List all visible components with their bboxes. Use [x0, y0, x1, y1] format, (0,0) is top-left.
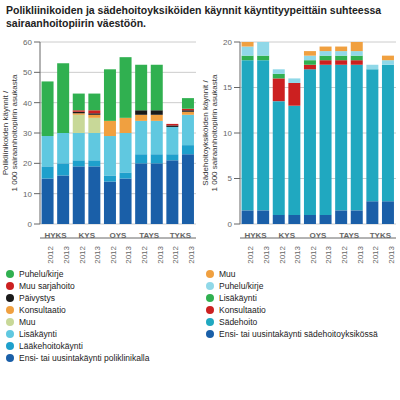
- html-text:Ensi- tai uusintakäynti sädeho: Ensi- tai uusintakäynti sädehoitoyksikös…: [219, 329, 378, 339]
- svg-text:2012: 2012: [309, 245, 318, 263]
- html-text:Sädehoito: Sädehoito: [219, 317, 258, 327]
- svg-text:2012: 2012: [371, 245, 380, 263]
- svg-text:2012: 2012: [140, 245, 149, 263]
- html-text:Lisäkäynti: Lisäkäynti: [19, 329, 57, 339]
- svg-text:2012: 2012: [109, 245, 118, 263]
- svg-text:KYS: KYS: [279, 231, 296, 240]
- svg-text:5: 5: [228, 174, 233, 183]
- svg-text:2013: 2013: [324, 245, 333, 263]
- svg-text:60: 60: [23, 38, 32, 47]
- svg-text:HYKS: HYKS: [244, 231, 267, 240]
- html-text:Konsultaatio: Konsultaatio: [19, 305, 66, 315]
- svg-text:30: 30: [23, 129, 32, 138]
- svg-text:50: 50: [23, 68, 32, 77]
- svg-text:2012: 2012: [171, 245, 180, 263]
- svg-text:20: 20: [23, 159, 32, 168]
- svg-text:2012: 2012: [46, 245, 55, 263]
- svg-text:2013: 2013: [387, 245, 392, 263]
- html-text:Muu: Muu: [19, 317, 36, 327]
- svg-text:10: 10: [223, 129, 232, 138]
- svg-text:TYKS: TYKS: [370, 231, 392, 240]
- svg-text:2013: 2013: [293, 245, 302, 263]
- svg-text:40: 40: [23, 99, 32, 108]
- svg-text:2013: 2013: [93, 245, 102, 263]
- html-text:Lääkehoitokäynti: Lääkehoitokäynti: [19, 341, 83, 351]
- html-text:Muu sarjahoito: Muu sarjahoito: [19, 281, 75, 291]
- html-text:Lisäkäynti: Lisäkäynti: [219, 293, 257, 303]
- html-text:Polikliinikoiden ja sädehoitoy: Polikliinikoiden ja sädehoitoyksiköiden …: [6, 4, 382, 29]
- svg-text:Sädehoitoyksiköiden käynnit /1: Sädehoitoyksiköiden käynnit /1 000 saira…: [201, 74, 219, 192]
- html-text:Päivystys: Päivystys: [19, 293, 55, 303]
- svg-text:0: 0: [28, 220, 33, 229]
- html-text:Puhelu/kirje: Puhelu/kirje: [219, 281, 264, 291]
- svg-text:TAYS: TAYS: [339, 231, 360, 240]
- svg-text:2012: 2012: [246, 245, 255, 263]
- svg-text:0: 0: [228, 220, 233, 229]
- svg-text:HYKS: HYKS: [44, 231, 67, 240]
- svg-text:TYKS: TYKS: [170, 231, 192, 240]
- svg-text:2013: 2013: [262, 245, 271, 263]
- svg-text:2012: 2012: [278, 245, 287, 263]
- svg-text:2012: 2012: [340, 245, 349, 263]
- svg-text:2013: 2013: [187, 245, 196, 263]
- svg-text:2013: 2013: [156, 245, 165, 263]
- html-text:Konsultaatio: Konsultaatio: [219, 305, 266, 315]
- svg-text:15: 15: [223, 83, 232, 92]
- html-text:Muu: Muu: [219, 269, 236, 279]
- html-text:Puhelu/kirje: Puhelu/kirje: [19, 269, 64, 279]
- svg-text:KYS: KYS: [79, 231, 96, 240]
- html-text:Ensi- tai uusintakäynti polikl: Ensi- tai uusintakäynti poliklinikalla: [19, 353, 150, 363]
- svg-text:2013: 2013: [124, 245, 133, 263]
- svg-text:2013: 2013: [356, 245, 365, 263]
- svg-text:10: 10: [23, 190, 32, 199]
- svg-text:OYS: OYS: [310, 231, 328, 240]
- svg-text:2012: 2012: [78, 245, 87, 263]
- svg-text:20: 20: [223, 38, 232, 47]
- svg-text:TAYS: TAYS: [139, 231, 160, 240]
- svg-text:Polikliinikoiden käynnit /1 00: Polikliinikoiden käynnit /1 000 sairaanh…: [8, 74, 18, 192]
- svg-text:OYS: OYS: [110, 231, 128, 240]
- svg-text:2013: 2013: [62, 245, 71, 263]
